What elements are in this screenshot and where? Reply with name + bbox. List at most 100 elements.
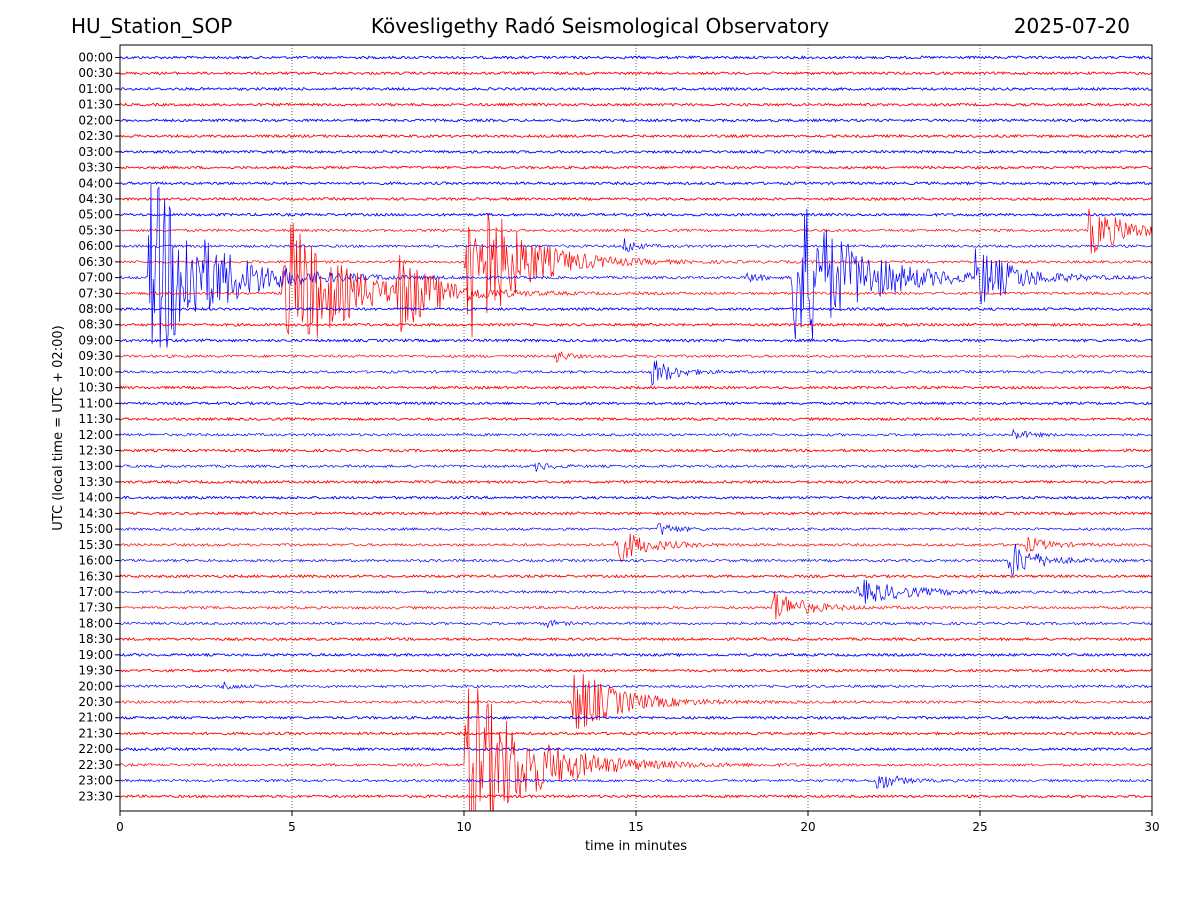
y-tick-label: 14:30 bbox=[78, 506, 113, 520]
station-name: HU_Station_SOP bbox=[71, 14, 233, 38]
y-tick-label: 15:00 bbox=[78, 522, 113, 536]
y-tick-label: 01:00 bbox=[78, 82, 113, 96]
y-axis-label: UTC (local time = UTC + 02:00) bbox=[51, 325, 66, 530]
y-tick-label: 23:30 bbox=[78, 789, 113, 803]
y-tick-label: 07:30 bbox=[78, 286, 113, 300]
y-tick-label: 05:30 bbox=[78, 223, 113, 237]
y-tick-label: 16:30 bbox=[78, 569, 113, 583]
y-tick-label: 07:00 bbox=[78, 271, 113, 285]
y-tick-label: 03:30 bbox=[78, 161, 113, 175]
y-tick-label: 04:30 bbox=[78, 192, 113, 206]
x-tick-label: 25 bbox=[972, 820, 987, 834]
trace-line bbox=[120, 133, 1152, 139]
y-tick-label: 13:00 bbox=[78, 459, 113, 473]
y-tick-label: 06:00 bbox=[78, 239, 113, 253]
trace-line bbox=[120, 212, 1152, 217]
trace-line bbox=[120, 222, 1152, 338]
y-tick-label: 17:00 bbox=[78, 585, 113, 599]
trace-line bbox=[120, 681, 1152, 690]
grid-lines bbox=[291, 45, 981, 811]
trace-line bbox=[120, 668, 1152, 673]
y-tick-label: 08:00 bbox=[78, 302, 113, 316]
y-tick-label: 08:30 bbox=[78, 318, 113, 332]
x-axis-ticks: 0 5 10 15 20 25 30 bbox=[116, 811, 1160, 834]
trace-line bbox=[120, 208, 1152, 254]
x-tick-label: 0 bbox=[116, 820, 124, 834]
trace-line bbox=[120, 238, 1152, 252]
x-tick-label: 15 bbox=[628, 820, 643, 834]
y-tick-label: 00:00 bbox=[78, 51, 113, 65]
trace-line bbox=[120, 400, 1152, 406]
trace-line bbox=[120, 731, 1152, 736]
y-tick-label: 22:30 bbox=[78, 758, 113, 772]
y-tick-label: 17:30 bbox=[78, 601, 113, 615]
y-tick-label: 20:00 bbox=[78, 679, 113, 693]
x-axis-label: time in minutes bbox=[585, 839, 687, 854]
y-tick-label: 18:00 bbox=[78, 616, 113, 630]
y-tick-label: 19:00 bbox=[78, 648, 113, 662]
trace-line bbox=[120, 180, 1152, 186]
trace-line bbox=[120, 102, 1152, 107]
y-tick-label: 21:30 bbox=[78, 726, 113, 740]
trace-line bbox=[120, 619, 1152, 629]
trace-line bbox=[120, 338, 1152, 343]
trace-line bbox=[120, 495, 1152, 500]
y-tick-label: 00:30 bbox=[78, 66, 113, 80]
y-tick-label: 05:00 bbox=[78, 208, 113, 222]
y-tick-label: 22:00 bbox=[78, 742, 113, 756]
x-tick-label: 20 bbox=[800, 820, 815, 834]
trace-line bbox=[120, 522, 1152, 535]
x-tick-label: 5 bbox=[288, 820, 296, 834]
trace-line bbox=[120, 674, 1152, 729]
trace-line bbox=[120, 351, 1152, 364]
trace-line bbox=[120, 196, 1152, 202]
y-tick-label: 11:00 bbox=[78, 396, 113, 410]
trace-line bbox=[120, 652, 1152, 658]
x-tick-label: 30 bbox=[1144, 820, 1159, 834]
x-tick-label: 10 bbox=[456, 820, 471, 834]
y-tick-label: 10:00 bbox=[78, 365, 113, 379]
trace-line bbox=[120, 149, 1152, 155]
y-tick-label: 10:30 bbox=[78, 381, 113, 395]
trace-line bbox=[120, 70, 1152, 76]
trace-line bbox=[120, 385, 1152, 390]
y-tick-label: 18:30 bbox=[78, 632, 113, 646]
trace-line bbox=[120, 746, 1152, 752]
y-tick-label: 09:30 bbox=[78, 349, 113, 363]
y-tick-label: 04:00 bbox=[78, 176, 113, 190]
y-tick-label: 09:00 bbox=[78, 333, 113, 347]
trace-line bbox=[120, 86, 1152, 92]
trace-line bbox=[120, 543, 1152, 577]
y-tick-label: 03:00 bbox=[78, 145, 113, 159]
trace-line bbox=[120, 360, 1152, 386]
trace-line bbox=[120, 533, 1152, 563]
y-tick-label: 06:30 bbox=[78, 255, 113, 269]
trace-line bbox=[120, 428, 1152, 439]
y-tick-label: 02:00 bbox=[78, 113, 113, 127]
trace-line bbox=[120, 688, 1152, 811]
chart-title: Kövesligethy Radó Seismological Observat… bbox=[370, 14, 830, 38]
chart-date: 2025-07-20 bbox=[1013, 14, 1130, 38]
y-tick-label: 21:00 bbox=[78, 711, 113, 725]
trace-line bbox=[120, 636, 1152, 642]
y-tick-label: 20:30 bbox=[78, 695, 113, 709]
trace-line bbox=[120, 479, 1152, 485]
y-tick-label: 23:00 bbox=[78, 774, 113, 788]
y-tick-label: 02:30 bbox=[78, 129, 113, 143]
y-tick-label: 19:30 bbox=[78, 664, 113, 678]
trace-line bbox=[120, 183, 1152, 348]
y-tick-label: 12:00 bbox=[78, 428, 113, 442]
trace-line bbox=[120, 775, 1152, 789]
trace-line bbox=[120, 573, 1152, 579]
trace-line bbox=[120, 322, 1152, 328]
trace-line bbox=[120, 448, 1152, 453]
y-tick-label: 15:30 bbox=[78, 538, 113, 552]
y-tick-label: 13:30 bbox=[78, 475, 113, 489]
seismic-traces bbox=[120, 55, 1152, 811]
trace-line bbox=[120, 715, 1152, 720]
trace-line bbox=[120, 165, 1152, 170]
trace-line bbox=[120, 511, 1152, 516]
y-tick-label: 01:30 bbox=[78, 98, 113, 112]
